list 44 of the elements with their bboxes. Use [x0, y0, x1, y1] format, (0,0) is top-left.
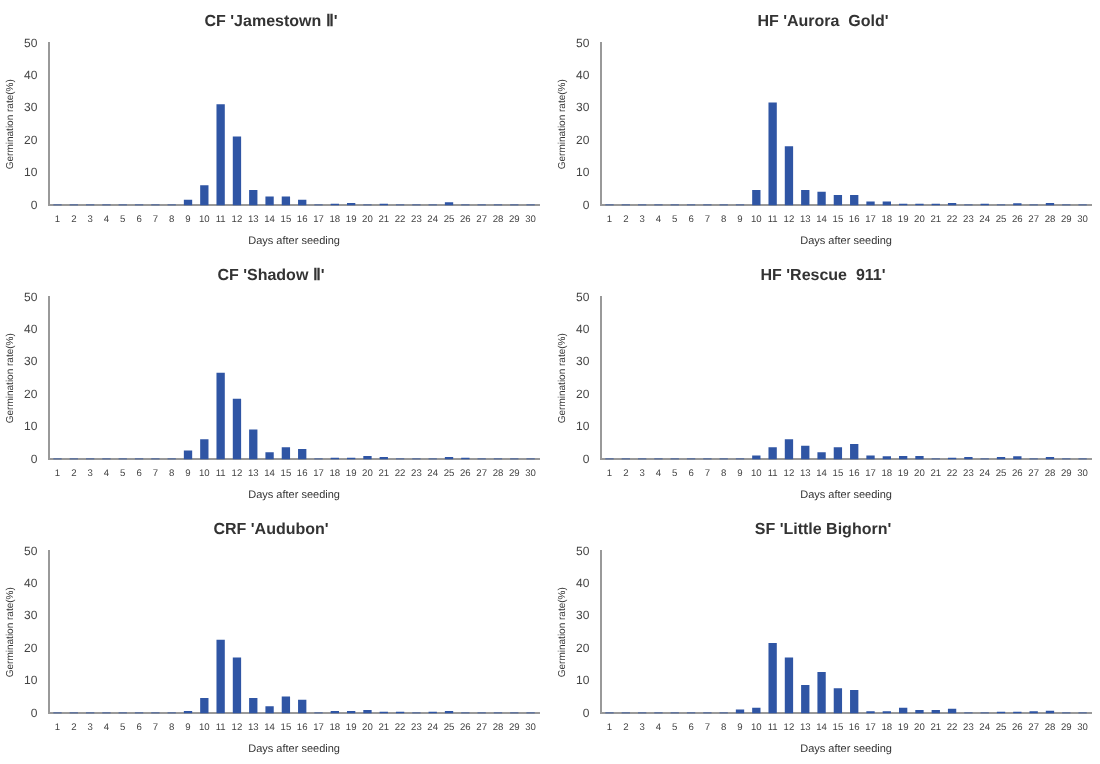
bar [768, 447, 777, 460]
bar [752, 190, 761, 206]
bar [801, 445, 810, 460]
bar [768, 642, 777, 714]
bar [833, 447, 843, 460]
bar [265, 452, 274, 460]
bar [298, 699, 307, 714]
bar [817, 672, 826, 714]
chart-title: CF 'Jamestown Ⅱ' [204, 12, 338, 31]
chart-title: CRF 'Audubon' [213, 520, 329, 539]
bar [216, 372, 225, 460]
chart-title: HF 'Aurora Gold' [757, 12, 889, 31]
chart-title: SF 'Little Bighorn' [754, 520, 892, 539]
bar [281, 447, 291, 460]
bar [784, 439, 794, 460]
bar [817, 191, 826, 206]
bar [850, 689, 859, 714]
bar [265, 706, 274, 714]
bar [833, 194, 843, 206]
bar [784, 146, 794, 206]
bar [801, 685, 810, 714]
chart-title: HF 'Rescue 911' [760, 266, 886, 285]
bar [833, 688, 843, 714]
chart-title: CF 'Shadow Ⅱ' [217, 266, 325, 285]
bar [216, 639, 225, 714]
bar [232, 398, 242, 460]
bar [281, 696, 291, 714]
bar [200, 439, 209, 460]
bar [249, 190, 258, 206]
bar [249, 429, 258, 460]
bar [249, 698, 258, 714]
bar [801, 190, 810, 206]
bar [232, 657, 242, 714]
bar [850, 194, 859, 206]
bar [784, 657, 794, 714]
bar [298, 448, 307, 460]
bar [232, 136, 242, 206]
bar [768, 102, 777, 206]
bar [216, 104, 225, 206]
bar [200, 698, 209, 714]
bar [817, 452, 826, 460]
bar [265, 196, 274, 206]
bar [200, 185, 209, 206]
bar [850, 444, 859, 460]
